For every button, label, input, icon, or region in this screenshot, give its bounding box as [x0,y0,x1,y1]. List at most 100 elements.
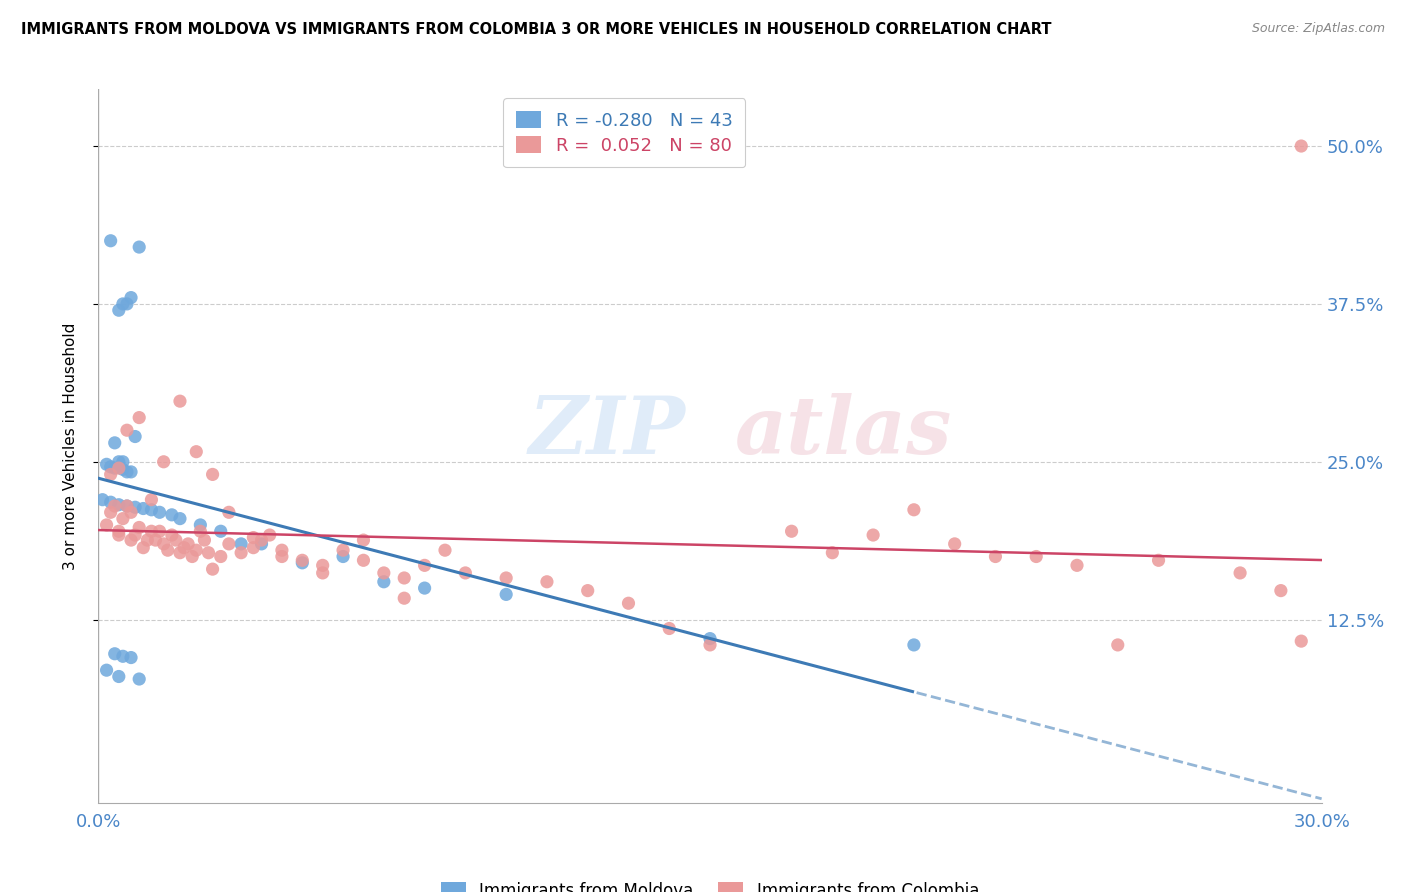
Point [454,566,477,580]
Point [291,556,314,570]
Point [111,649,134,664]
Point [165,533,187,547]
Point [169,546,191,560]
Point [821,546,844,560]
Point [1291,139,1313,153]
Point [312,566,335,580]
Point [242,531,264,545]
Legend: Immigrants from Moldova, Immigrants from Colombia: Immigrants from Moldova, Immigrants from… [434,875,986,892]
Point [111,455,134,469]
Point [984,549,1007,564]
Point [188,524,212,539]
Point [128,240,150,254]
Point [780,524,803,539]
Point [193,533,215,547]
Point [392,571,416,585]
Point [218,505,240,519]
Point [104,461,127,475]
Point [259,528,281,542]
Point [149,524,172,539]
Point [352,553,374,567]
Point [100,234,122,248]
Point [124,500,146,515]
Point [231,546,253,560]
Point [108,528,131,542]
Point [96,517,118,532]
Point [128,672,150,686]
Point [132,541,155,555]
Point [111,511,134,525]
Point [1229,566,1251,580]
Point [576,583,599,598]
Point [1066,558,1088,573]
Point [156,543,179,558]
Point [169,394,191,409]
Point [124,429,146,443]
Point [108,461,131,475]
Point [120,291,142,305]
Point [149,505,172,519]
Point [108,455,131,469]
Point [108,498,131,512]
Point [250,533,273,547]
Point [152,455,174,469]
Point [108,524,131,539]
Point [115,465,138,479]
Point [141,492,163,507]
Point [132,501,155,516]
Point [536,574,558,589]
Point [108,303,131,318]
Point [188,517,212,532]
Point [332,549,354,564]
Point [270,543,294,558]
Point [209,524,232,539]
Point [136,533,159,547]
Point [1147,553,1170,567]
Point [201,467,224,482]
Point [145,533,167,547]
Point [111,297,134,311]
Point [943,537,966,551]
Point [160,508,183,522]
Point [617,596,640,610]
Point [177,537,200,551]
Point [699,638,721,652]
Point [115,423,138,437]
Text: atlas: atlas [734,393,952,470]
Point [100,505,122,519]
Point [1107,638,1129,652]
Y-axis label: 3 or more Vehicles in Household: 3 or more Vehicles in Household [63,322,77,570]
Point [96,458,118,472]
Point [352,533,374,547]
Point [120,533,142,547]
Point [160,528,183,542]
Point [120,465,142,479]
Point [699,632,721,646]
Point [115,499,138,513]
Point [1270,583,1292,598]
Point [495,587,517,601]
Point [903,638,925,652]
Point [173,541,195,555]
Text: ZIP: ZIP [529,393,686,470]
Point [120,650,142,665]
Point [332,543,354,558]
Point [312,558,335,573]
Point [413,558,436,573]
Point [115,297,138,311]
Point [111,462,134,476]
Point [104,499,127,513]
Point [1291,634,1313,648]
Point [862,528,884,542]
Point [108,669,131,683]
Point [197,546,219,560]
Point [120,505,142,519]
Point [373,566,395,580]
Point [903,503,925,517]
Point [91,492,114,507]
Point [186,444,208,458]
Point [128,410,150,425]
Point [128,520,150,534]
Point [104,647,127,661]
Point [413,581,436,595]
